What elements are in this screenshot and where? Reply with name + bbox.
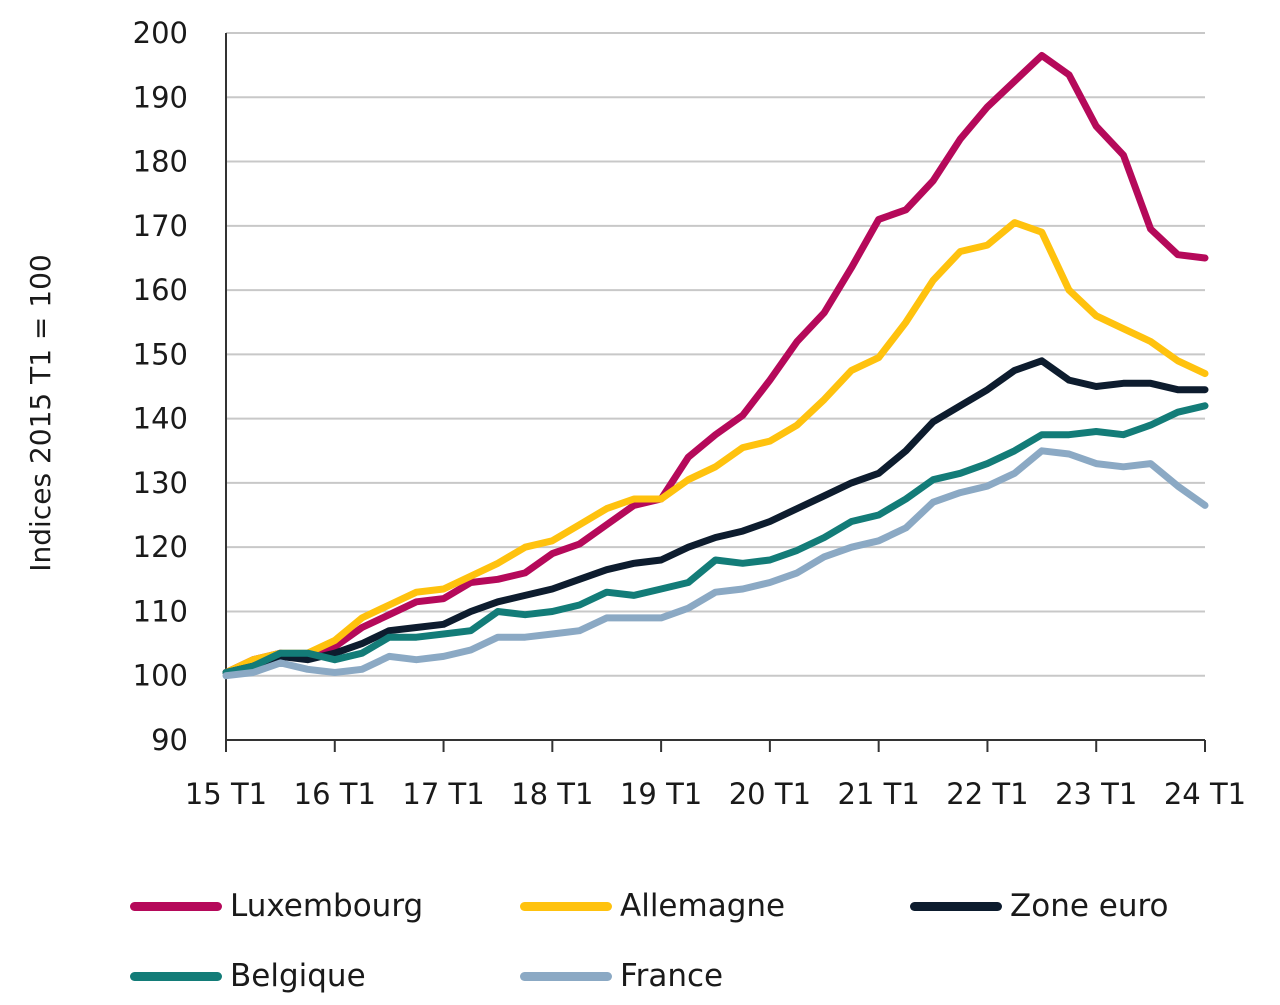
- y-tick-label: 160: [133, 273, 188, 307]
- legend-label: Luxembourg: [230, 888, 424, 924]
- axes: [225, 33, 1206, 752]
- legend-item-zone-euro: Zone euro: [910, 884, 1169, 928]
- legend-label: Allemagne: [620, 888, 786, 924]
- x-tick-label: 17 T1: [402, 777, 484, 811]
- series-line-belgique: [222, 402, 1209, 676]
- gridlines: [226, 32, 1205, 677]
- legend-item-allemagne: Allemagne: [520, 884, 785, 928]
- legend-item-belgique: Belgique: [130, 954, 366, 998]
- x-tick-label: 24 T1: [1164, 777, 1246, 811]
- y-tick-label: 100: [133, 659, 188, 693]
- series-line-zone-euro: [222, 357, 1209, 676]
- y-tick-label: 190: [133, 80, 188, 114]
- y-tick-label: 140: [133, 402, 188, 436]
- legend-label: Zone euro: [1010, 888, 1169, 924]
- legend-swatch: [520, 971, 612, 981]
- y-tick-label: 200: [133, 16, 188, 50]
- legend-swatch: [130, 971, 222, 981]
- line-chart: 90 100 110 120 130 140 150 160 170 180 190 200 15 T…: [24, 16, 1246, 811]
- x-tick-label: 15 T1: [185, 777, 267, 811]
- x-tick-label: 21 T1: [838, 777, 920, 811]
- y-tick-label: 120: [133, 530, 188, 564]
- y-axis-title: Indices 2015 T1 = 100: [24, 254, 57, 571]
- y-tick-label: 180: [133, 145, 188, 179]
- legend-label: Belgique: [230, 958, 366, 994]
- x-tick-label: 19 T1: [620, 777, 702, 811]
- x-tick-labels: 15 T1 16 T1 17 T1 18 T1 19 T1 20 T1 21 T1 22 T1…: [185, 777, 1246, 811]
- legend-swatch: [910, 901, 1002, 911]
- x-tick-label: 22 T1: [946, 777, 1028, 811]
- legend-item-luxembourg: Luxembourg: [130, 884, 423, 928]
- y-tick-label: 150: [133, 337, 188, 371]
- series-line-luxembourg: [222, 52, 1209, 676]
- y-tick-label: 170: [133, 209, 188, 243]
- y-tick-label: 130: [133, 466, 188, 500]
- y-tick-label: 110: [133, 594, 188, 628]
- legend-item-france: France: [520, 954, 723, 998]
- x-tick-label: 23 T1: [1055, 777, 1137, 811]
- series-line-allemagne: [222, 219, 1209, 676]
- legend-label: France: [620, 958, 724, 994]
- series-lines: [222, 52, 1209, 680]
- legend-swatch: [520, 901, 612, 911]
- x-tick-label: 20 T1: [729, 777, 811, 811]
- x-tick-label: 16 T1: [294, 777, 376, 811]
- y-tick-labels: 90 100 110 120 130 140 150 160 170 180 190 200: [133, 16, 188, 757]
- series-line-france: [222, 447, 1209, 680]
- legend-swatch: [130, 901, 222, 911]
- x-tick-label: 18 T1: [511, 777, 593, 811]
- y-tick-label: 90: [151, 723, 188, 757]
